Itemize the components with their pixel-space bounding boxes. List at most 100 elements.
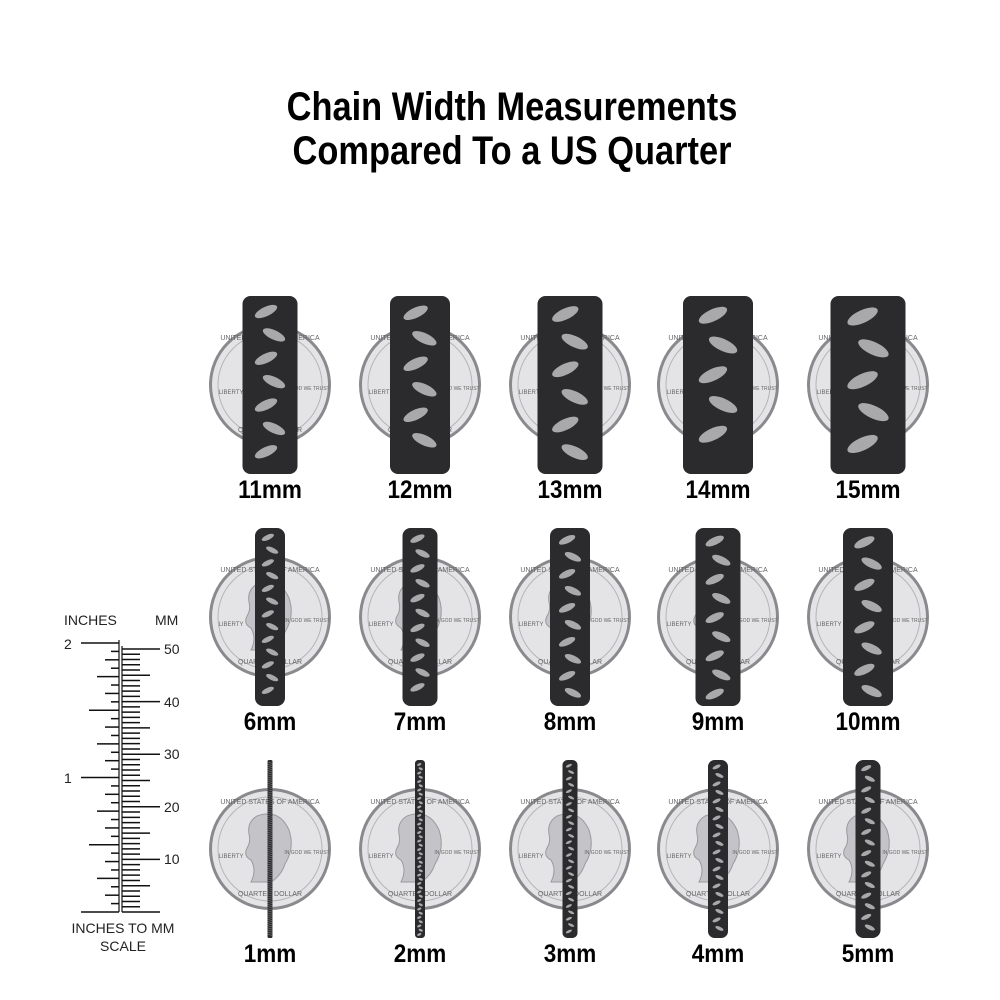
- coin-text: LIBERTY: [369, 390, 394, 396]
- chain: [708, 760, 728, 938]
- chain: [390, 296, 450, 474]
- ruler-caption-2: SCALE: [100, 938, 146, 954]
- chain: [843, 528, 893, 706]
- ruler-inch-tick-label: 1: [64, 770, 72, 786]
- coin-text: LIBERTY: [519, 854, 544, 860]
- ruler-mm-tick-label: 50: [164, 641, 180, 657]
- ruler-mm-tick-label: 40: [164, 694, 180, 710]
- chain: [255, 528, 285, 706]
- ruler-mm-tick-label: 30: [164, 746, 180, 762]
- coin-text: LIBERTY: [817, 390, 842, 396]
- chain-width-label: 3mm: [543, 940, 597, 968]
- ruler-caption-1: INCHES TO MM: [71, 920, 175, 936]
- coin-text: LIBERTY: [817, 622, 842, 628]
- chain: [267, 760, 273, 938]
- chain-width-label: 7mm: [393, 708, 447, 736]
- chain-width-label: 12mm: [387, 476, 453, 504]
- chain-width-label: 13mm: [537, 476, 603, 504]
- coin-text: LIBERTY: [667, 390, 692, 396]
- coin-text: IN GOD WE TRUST: [584, 850, 629, 856]
- chain: [562, 760, 578, 938]
- ruler-mm-tick-label: 20: [164, 799, 180, 815]
- coin-text: IN GOD WE TRUST: [434, 850, 479, 856]
- title-line-1: Chain Width Measurements: [286, 85, 738, 129]
- chain-width-label: 1mm: [243, 940, 297, 968]
- coin-text: IN GOD WE TRUST: [882, 618, 927, 624]
- coin-text: LIBERTY: [219, 854, 244, 860]
- coin-text: IN GOD WE TRUST: [434, 618, 479, 624]
- chain: [855, 760, 881, 938]
- ruler-mm-tick-label: 10: [164, 851, 180, 867]
- coin-text: IN GOD WE TRUST: [732, 618, 777, 624]
- coin-text: IN GOD WE TRUST: [732, 386, 777, 392]
- coin-text: IN GOD WE TRUST: [284, 386, 329, 392]
- coin-text: LIBERTY: [369, 854, 394, 860]
- chain-width-label: 15mm: [835, 476, 901, 504]
- chain-width-label: 2mm: [393, 940, 447, 968]
- coin-text: LIBERTY: [667, 622, 692, 628]
- title-line-2: Compared To a US Quarter: [292, 129, 732, 173]
- coin-text: IN GOD WE TRUST: [584, 386, 629, 392]
- chain-width-label: 4mm: [691, 940, 745, 968]
- coin-text: LIBERTY: [817, 854, 842, 860]
- coin-text: IN GOD WE TRUST: [584, 618, 629, 624]
- coin-text: LIBERTY: [369, 622, 394, 628]
- chain: [550, 528, 590, 706]
- chain-width-label: 10mm: [835, 708, 901, 736]
- coin-text: IN GOD WE TRUST: [284, 618, 329, 624]
- coin-text: IN GOD WE TRUST: [284, 850, 329, 856]
- chain: [537, 296, 603, 474]
- chain: [242, 296, 298, 474]
- coin-text: LIBERTY: [219, 390, 244, 396]
- ruler-inches-label: INCHES: [64, 612, 117, 628]
- chain: [402, 528, 438, 706]
- ruler-mm-label: MM: [155, 612, 179, 628]
- coin-text: LIBERTY: [519, 390, 544, 396]
- chain-width-label: 14mm: [685, 476, 751, 504]
- coin-text: LIBERTY: [519, 622, 544, 628]
- chain-width-label: 6mm: [243, 708, 297, 736]
- chain-width-label: 8mm: [543, 708, 597, 736]
- coin-text: IN GOD WE TRUST: [732, 850, 777, 856]
- coin-text: LIBERTY: [667, 854, 692, 860]
- coin-text: IN GOD WE TRUST: [882, 850, 927, 856]
- chain: [830, 296, 906, 474]
- coin-text: IN GOD WE TRUST: [434, 386, 479, 392]
- chain: [415, 760, 425, 938]
- ruler-inch-tick-label: 2: [64, 636, 72, 652]
- chain: [683, 296, 753, 474]
- ruler-ticks: [81, 640, 160, 913]
- coin-text: LIBERTY: [219, 622, 244, 628]
- chain-width-label: 9mm: [691, 708, 745, 736]
